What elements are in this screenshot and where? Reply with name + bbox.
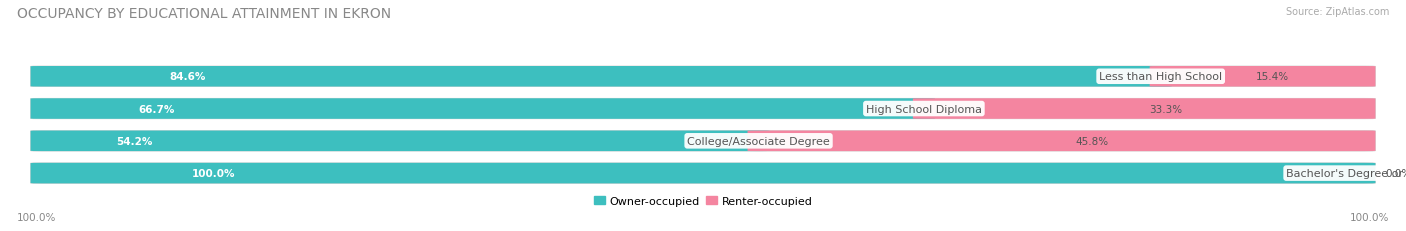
Text: 100.0%: 100.0% [191,168,235,178]
Legend: Owner-occupied, Renter-occupied: Owner-occupied, Renter-occupied [589,191,817,210]
Text: College/Associate Degree: College/Associate Degree [688,136,830,146]
Text: High School Diploma: High School Diploma [866,104,981,114]
Text: 100.0%: 100.0% [17,212,56,222]
Text: 33.3%: 33.3% [1150,104,1182,114]
Text: 15.4%: 15.4% [1256,72,1289,82]
Text: 100.0%: 100.0% [1350,212,1389,222]
FancyBboxPatch shape [31,67,1375,87]
FancyBboxPatch shape [31,131,1375,152]
Text: Source: ZipAtlas.com: Source: ZipAtlas.com [1285,7,1389,17]
FancyBboxPatch shape [31,67,1171,87]
Text: 45.8%: 45.8% [1076,136,1108,146]
FancyBboxPatch shape [31,163,1375,184]
FancyBboxPatch shape [31,163,1375,184]
FancyBboxPatch shape [31,99,935,119]
Text: 84.6%: 84.6% [169,72,205,82]
FancyBboxPatch shape [31,99,1375,119]
Text: Bachelor's Degree or higher: Bachelor's Degree or higher [1286,168,1406,178]
FancyBboxPatch shape [748,131,1375,152]
FancyBboxPatch shape [31,131,769,152]
FancyBboxPatch shape [1150,67,1375,87]
Text: 54.2%: 54.2% [117,136,153,146]
Text: Less than High School: Less than High School [1099,72,1222,82]
Text: 66.7%: 66.7% [138,104,174,114]
FancyBboxPatch shape [912,99,1375,119]
Text: 0.0%: 0.0% [1385,168,1406,178]
Text: OCCUPANCY BY EDUCATIONAL ATTAINMENT IN EKRON: OCCUPANCY BY EDUCATIONAL ATTAINMENT IN E… [17,7,391,21]
